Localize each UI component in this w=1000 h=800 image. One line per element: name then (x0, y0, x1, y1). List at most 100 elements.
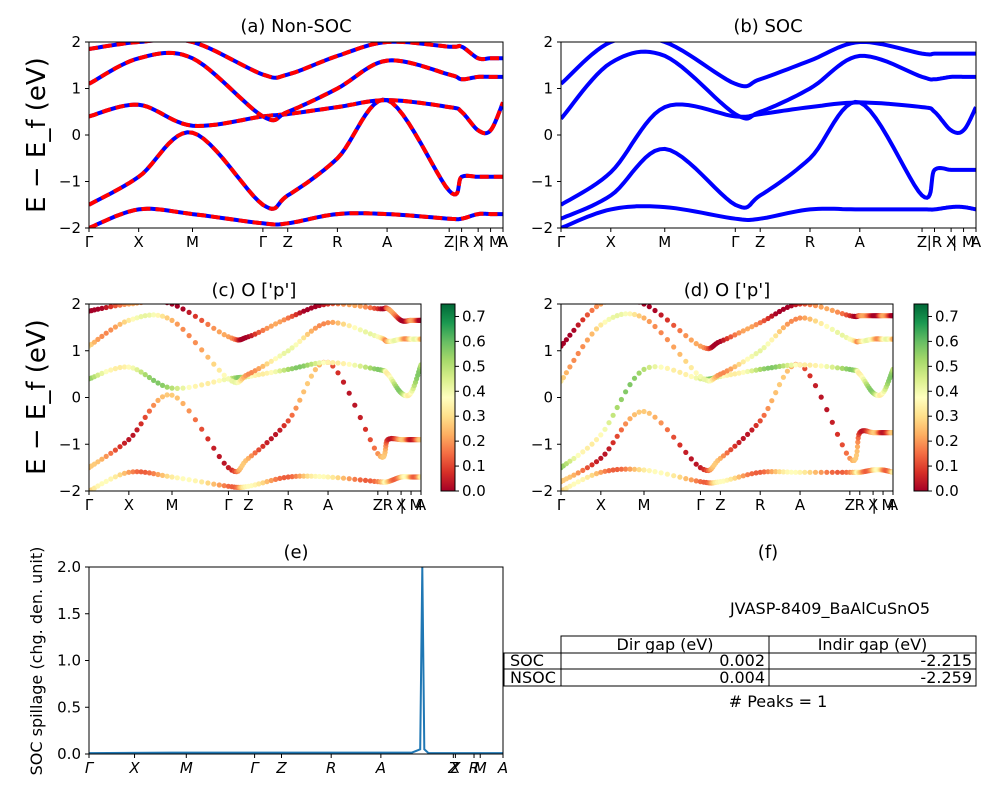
band-point (807, 362, 813, 368)
band-point (728, 476, 734, 482)
band-point (108, 304, 114, 310)
band-point (285, 366, 291, 372)
band-line-3 (561, 49, 976, 121)
band-point (169, 392, 175, 398)
band-point (839, 365, 845, 371)
band-point (788, 304, 794, 309)
band-point (773, 311, 779, 317)
band-point (627, 466, 633, 472)
band-point (627, 416, 633, 422)
panel-d-ytick-label: −2 (531, 482, 553, 500)
band-point (367, 331, 373, 337)
band-point (260, 363, 266, 369)
band-point (268, 369, 274, 376)
band-point (641, 408, 647, 415)
band-point (753, 422, 759, 429)
band-point (312, 360, 318, 367)
band-point (812, 318, 819, 324)
band-point (807, 469, 813, 475)
band-point (117, 444, 123, 450)
band-point (575, 470, 581, 476)
band-point (346, 323, 352, 329)
panel-b-ytick-label: −2 (531, 219, 553, 237)
band-point (728, 334, 734, 340)
colorbar-tick-label: 0.3 (462, 407, 486, 425)
band-point (627, 297, 632, 302)
band-point (641, 467, 647, 473)
panel-a-xtick-label: | M (479, 233, 502, 251)
band-point (126, 317, 132, 323)
panel-b-ytick-label: 1 (543, 80, 553, 98)
band-point (99, 333, 105, 339)
band-point (134, 367, 140, 373)
band-point (761, 366, 767, 372)
band-point (567, 483, 573, 489)
band-point (256, 372, 262, 378)
panel-b-ytick-label: 0 (543, 126, 553, 144)
band-point (260, 371, 266, 377)
band-point (418, 437, 421, 443)
band-point (580, 344, 586, 350)
band-point (812, 304, 819, 309)
band-point (134, 469, 140, 475)
panel-b-xtick-label: |R (927, 233, 942, 251)
band-point (174, 475, 180, 481)
band-point (357, 304, 363, 309)
band-point (773, 390, 779, 396)
band-point (199, 347, 205, 353)
band-point (205, 436, 211, 442)
panel-b-xtick-label: R (805, 233, 815, 251)
band-point (567, 458, 573, 464)
band-point (285, 315, 291, 321)
band-point (371, 445, 377, 451)
band-point (256, 366, 262, 372)
band-point (112, 324, 118, 330)
band-point (619, 296, 624, 301)
band-point (418, 317, 421, 323)
table-header-indir-gap: Indir gap (eV) (818, 635, 928, 654)
band-point (693, 341, 699, 347)
band-point (117, 304, 123, 308)
band-point (103, 330, 109, 336)
band-point (264, 361, 270, 367)
band-point (142, 414, 148, 420)
band-point (769, 313, 775, 319)
band-point (99, 456, 105, 462)
band-point (890, 366, 893, 372)
band-point (155, 312, 161, 318)
band-point (593, 459, 600, 465)
colorbar-tick-label: 0.1 (935, 457, 959, 475)
band-point (304, 307, 311, 313)
band-point (304, 362, 311, 368)
band-point (693, 478, 699, 484)
band-point (281, 475, 287, 481)
band-point (776, 308, 783, 315)
colorbar-c (440, 303, 456, 492)
band-point (761, 412, 767, 418)
band-point (839, 332, 845, 338)
panel-a-plot-area (89, 42, 503, 228)
band-point (211, 379, 217, 385)
band-point (580, 317, 586, 323)
band-point (658, 364, 664, 370)
band-point (627, 311, 633, 317)
band-point (142, 469, 148, 475)
band-point (602, 426, 608, 432)
band-point (95, 306, 101, 312)
panel-c-xtick-label: X (124, 496, 134, 514)
band-point (773, 469, 779, 475)
panel-b-xtick-label: Z (917, 233, 927, 251)
band-point (589, 462, 595, 468)
panel-d-xtick-label: Γ (696, 496, 705, 514)
spillage-line (89, 566, 503, 754)
band-point (312, 325, 318, 331)
band-point (273, 321, 279, 327)
band-point (593, 437, 600, 443)
band-point (753, 367, 759, 373)
band-point (304, 473, 311, 479)
band-point (268, 323, 274, 329)
colorbar-tick-label: 0.7 (935, 307, 959, 325)
table-cell-dir-gap: 0.002 (719, 651, 765, 670)
band-point (134, 315, 140, 321)
band-point (563, 370, 570, 376)
